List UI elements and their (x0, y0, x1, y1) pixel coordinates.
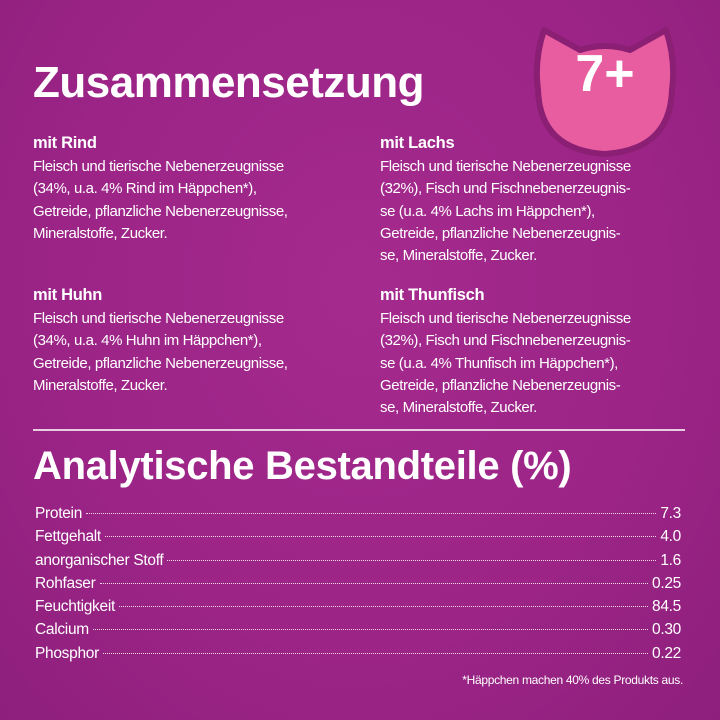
row-value: 1.6 (660, 551, 681, 569)
cat-head-icon (533, 27, 677, 157)
row-label: Protein (35, 505, 83, 522)
section-rind: mit Rind Fleisch und tierische Nebenerze… (33, 134, 373, 245)
section-thunfisch: mit Thunfisch Fleisch und tierische Nebe… (380, 286, 720, 419)
table-row: Rohfaser 0.25 (35, 575, 681, 598)
dot-leader (92, 629, 649, 631)
dot-leader (86, 513, 657, 514)
table-row: anorganischer Stoff 1.6 (35, 552, 681, 575)
row-label: Feuchtigkeit (35, 598, 115, 616)
section-lachs: mit Lachs Fleisch und tierische Nebenerz… (380, 134, 720, 267)
dot-leader (99, 582, 649, 584)
table-row: Feuchtigkeit 84.5 (35, 598, 681, 621)
section-text: Fleisch und tierische Nebenerzeugnisse (… (380, 310, 631, 417)
table-row: Protein 7.3 (35, 505, 681, 528)
row-value: 7.3 (660, 505, 681, 522)
section-text: Fleisch und tierische Nebenerzeugnisse (… (33, 310, 288, 394)
divider (33, 429, 685, 431)
row-label: Fettgehalt (35, 528, 101, 546)
row-value: 0.30 (652, 621, 681, 639)
table-row: Calcium 0.30 (35, 621, 681, 644)
section-text: Fleisch und tierische Nebenerzeugnisse (… (380, 158, 631, 265)
row-label: Rohfaser (35, 574, 96, 592)
dot-leader (104, 536, 657, 538)
section-text: Fleisch und tierische Nebenerzeugnisse (… (33, 158, 288, 242)
section-heading: mit Lachs (380, 134, 455, 152)
composition-title: Zusammensetzung (33, 58, 425, 107)
section-heading: mit Huhn (33, 286, 103, 304)
table-row: Phosphor 0.22 (35, 645, 681, 668)
row-value: 0.25 (652, 574, 681, 592)
row-value: 0.22 (652, 644, 681, 662)
dot-leader (102, 652, 649, 654)
section-heading: mit Rind (33, 134, 97, 152)
row-label: Calcium (35, 621, 89, 639)
age-badge-text: 7+ (575, 45, 635, 103)
analysis-table: Protein 7.3 Fettgehalt 4.0 anorganischer S… (35, 505, 681, 668)
row-value: 84.5 (652, 598, 681, 616)
row-value: 4.0 (660, 528, 681, 546)
dot-leader (118, 606, 649, 608)
dot-leader (167, 559, 657, 561)
row-label: anorganischer Stoff (35, 551, 164, 569)
footnote: *Häppchen machen 40% des Produkts aus. (462, 673, 683, 687)
section-huhn: mit Huhn Fleisch und tierische Nebenerze… (33, 286, 373, 397)
row-label: Phosphor (35, 644, 99, 662)
section-heading: mit Thunfisch (380, 286, 485, 304)
table-row: Fettgehalt 4.0 (35, 528, 681, 551)
analysis-title: Analytische Bestandteile (%) (33, 444, 572, 488)
